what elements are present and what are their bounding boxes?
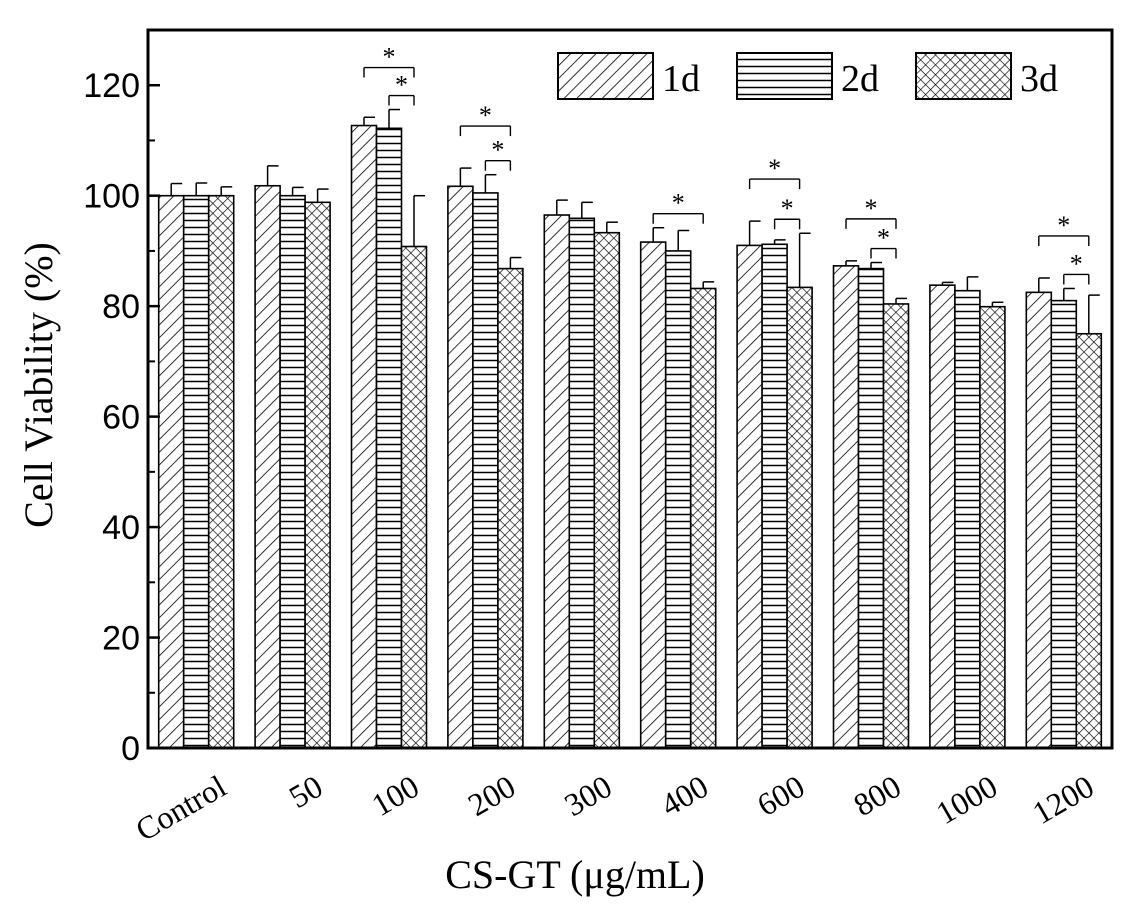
bar-1d-Control [157,194,185,749]
significance-star: * [395,71,408,100]
significance-layer: ******* ** ** [363,43,1090,285]
bar-1d-1000 [929,284,956,749]
x-tick-label-600: 600 [751,768,811,823]
bar-3d-Control [207,194,235,749]
bar-2d-200 [472,192,499,749]
bar-2d-800 [857,267,885,749]
bar-2d-600 [761,243,788,749]
significance-star: * [1070,249,1083,278]
y-tick-label-60: 60 [102,399,140,437]
legend: 1d 2d 3d [557,52,1058,100]
error-bars-layer [170,108,1100,334]
bar-2d-1200 [1050,299,1078,749]
significance-bracket-200-3: * [484,136,512,171]
legend-swatch-3d [915,52,1012,100]
x-tick-label-300: 300 [558,768,618,823]
bar-1d-1200 [1025,291,1053,749]
legend-swatch-1d [557,52,654,100]
x-axis-label: CS-GT (μg/mL) [445,852,705,897]
x-tick-label-400: 400 [655,768,715,823]
bars-layer [157,124,1103,749]
significance-star: * [877,224,890,253]
bar-2d-100 [375,127,403,749]
bar-3d-1000 [979,305,1006,749]
x-tick-label-200: 200 [462,768,522,823]
x-tick-label-Control: Control [129,768,232,848]
legend-label-2d: 2d [841,58,879,100]
significance-bracket-800-7: * [845,194,897,229]
significance-bracket-600-5: * [748,154,801,190]
bar-1d-600 [736,244,763,749]
bar-2d-300 [568,217,596,749]
significance-star: * [1057,211,1070,240]
bar-1d-50 [254,184,281,749]
bar-3d-100 [400,245,428,749]
bar-3d-50 [304,201,331,749]
legend-label-1d: 1d [662,58,700,100]
bar-2d-1000 [954,289,981,749]
significance-bracket-800-8: * [870,224,897,259]
significance-bracket-1200-9: * [1038,211,1090,246]
significance-star: * [479,101,492,130]
bar-1d-200 [447,185,474,749]
bar-1d-100 [350,124,378,749]
bar-2d-50 [279,194,306,749]
bar-3d-300 [593,231,621,749]
significance-bracket-100-1: * [388,71,415,106]
x-tick-label-1200: 1200 [1026,768,1099,831]
significance-bracket-400-4: * [652,189,704,224]
plot-frame [146,28,1114,750]
significance-bracket-1200-10: * [1063,249,1090,285]
x-tick-label-50: 50 [283,768,329,815]
bar-3d-800 [882,303,910,749]
significance-star: * [865,194,878,223]
x-tick-label-1000: 1000 [930,768,1003,831]
bar-1d-800 [832,265,860,749]
significance-star: * [768,154,781,183]
y-tick-label-80: 80 [102,288,140,326]
x-tick-label-100: 100 [365,768,425,823]
y-axis-label: Cell Viability (%) [16,242,61,528]
bar-1d-300 [543,214,571,749]
significance-star: * [491,136,504,165]
y-tick-label-20: 20 [102,620,140,658]
bar-3d-400 [689,287,717,749]
significance-star: * [672,189,685,218]
bar-3d-1200 [1075,332,1103,749]
y-tick-label-120: 120 [83,67,140,105]
significance-bracket-600-6: * [773,194,801,230]
significance-bracket-200-2: * [459,101,512,137]
bar-2d-400 [664,250,692,749]
bar-2d-Control [182,194,210,749]
y-tick-label-40: 40 [102,509,140,547]
y-tick-label-0: 0 [121,730,140,768]
significance-bracket-100-0: * [363,43,415,78]
significance-star: * [781,194,794,223]
bar-3d-600 [786,286,813,749]
bar-1d-400 [639,241,667,749]
x-tick-label-800: 800 [847,768,907,823]
legend-label-3d: 3d [1020,58,1058,100]
bar-3d-200 [497,267,524,749]
y-tick-label-100: 100 [83,178,140,216]
significance-star: * [383,43,396,72]
legend-swatch-2d [736,52,833,100]
